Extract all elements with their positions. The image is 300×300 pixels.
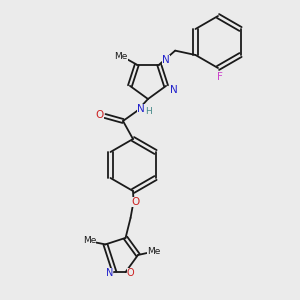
Text: N: N: [170, 85, 178, 95]
Text: Me: Me: [147, 247, 161, 256]
Text: O: O: [127, 268, 134, 278]
Text: Me: Me: [83, 236, 96, 245]
Text: O: O: [96, 110, 104, 120]
Text: N: N: [137, 104, 145, 114]
Text: O: O: [131, 197, 140, 207]
Text: Me: Me: [114, 52, 128, 61]
Text: N: N: [106, 268, 113, 278]
Text: F: F: [217, 72, 223, 82]
Text: N: N: [162, 55, 170, 64]
Text: H: H: [145, 107, 152, 116]
